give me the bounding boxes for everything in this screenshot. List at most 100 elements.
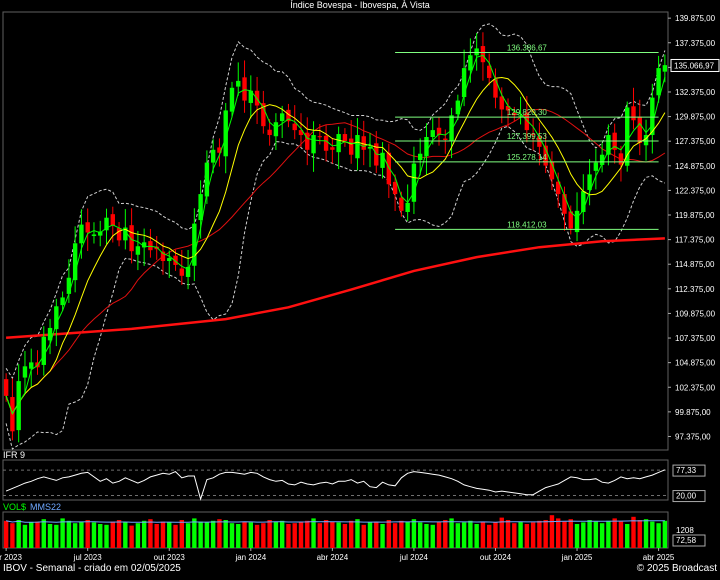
x-tick-label: abr 2025 — [643, 553, 675, 562]
volume-bar — [355, 519, 360, 548]
candle-body — [505, 105, 511, 111]
volume-bar — [549, 515, 555, 548]
mms3-line — [5, 54, 666, 415]
candle-body — [16, 381, 21, 431]
volume-bar — [41, 519, 46, 548]
y-tick-label: 127.375,00 — [675, 137, 716, 146]
candle-body — [637, 116, 642, 143]
volume-bar — [455, 523, 461, 548]
ifr-reference-box — [672, 490, 706, 503]
candle-body — [311, 135, 316, 154]
candle-body — [355, 135, 360, 159]
ifr-plot-area — [2, 459, 669, 501]
candle-body — [361, 136, 366, 150]
volume-bar — [54, 524, 59, 548]
candle-body — [424, 137, 429, 157]
candle-body — [3, 379, 9, 396]
candle-body — [85, 222, 90, 233]
candle-body — [179, 268, 184, 276]
candle-body — [380, 152, 385, 168]
volume-bar — [631, 516, 636, 548]
candle-body — [154, 246, 159, 250]
chart-title: Índice Bovespa - Ibovespa, À Vista — [290, 0, 429, 10]
volume-bar — [430, 524, 435, 548]
volume-bar — [47, 524, 53, 548]
volume-bar — [185, 523, 191, 548]
candle-body — [342, 134, 348, 141]
candle-body — [185, 266, 191, 277]
candle-body — [317, 136, 323, 138]
candle-body — [662, 65, 668, 72]
volume-bar — [167, 522, 172, 548]
candle-body — [72, 243, 78, 281]
volume-bar — [650, 521, 655, 548]
volume-bar — [198, 521, 203, 548]
candle-body — [618, 153, 624, 165]
volume-plot-area — [2, 511, 669, 549]
volume-bar — [556, 518, 561, 548]
candle-body — [524, 112, 530, 131]
candle-body — [436, 127, 442, 136]
fibonacci-label: 127.399,53 — [507, 132, 548, 141]
y-tick-label: 97.375,00 — [675, 432, 711, 441]
candle-body — [204, 162, 210, 197]
volume-bar — [411, 519, 417, 548]
candle-body — [91, 234, 97, 237]
x-tick-label: jul 2024 — [399, 553, 429, 562]
volume-bar — [405, 521, 410, 548]
candle-body — [41, 336, 46, 365]
candle-body — [261, 103, 266, 127]
y-tick-label: 114.875,00 — [675, 260, 715, 269]
volume-bar — [16, 520, 21, 548]
volume-bar — [160, 521, 166, 548]
fibonacci-label: 129.820,30 — [507, 108, 548, 117]
volume-bar — [116, 520, 122, 548]
candle-body — [98, 231, 103, 236]
volume-bar — [399, 520, 404, 548]
mms8-line — [5, 76, 666, 415]
candle-body — [110, 214, 115, 226]
volume-bar — [562, 521, 567, 548]
volume-bar — [79, 521, 84, 548]
candle-body — [643, 135, 649, 146]
candle-body — [267, 129, 272, 136]
volume-bar — [154, 524, 159, 548]
volume-bar — [606, 520, 611, 548]
candle-body — [487, 65, 492, 78]
candle-body — [443, 138, 448, 140]
mms20-line — [5, 108, 666, 415]
volume-bar — [499, 517, 504, 548]
y-tick-label: 102.375,00 — [675, 383, 716, 392]
volume-bar — [261, 523, 266, 548]
fibonacci-label: 125.278,14 — [507, 153, 548, 162]
candle-body — [79, 224, 84, 244]
volume-bar — [342, 524, 348, 548]
x-tick-label: abr 2024 — [317, 553, 349, 562]
candle-body — [587, 174, 592, 190]
y-tick-label: 129.875,00 — [675, 113, 716, 122]
candle-body — [631, 106, 636, 121]
volume-bar — [60, 518, 65, 548]
ifr-reference-label: 20,00 — [676, 492, 697, 501]
volume-bar — [662, 520, 668, 548]
candle-body — [562, 194, 567, 214]
candle-body — [229, 87, 235, 112]
candle-body — [399, 197, 404, 211]
volume-bar — [123, 522, 128, 548]
candle-body — [217, 147, 222, 153]
volume-bar — [474, 524, 479, 548]
candle-body — [305, 132, 310, 150]
candle-body — [298, 130, 304, 136]
volume-bar — [254, 524, 260, 548]
candle-body — [141, 242, 147, 248]
volume-bar — [530, 522, 536, 548]
candle-body — [518, 115, 523, 117]
volume-bar — [568, 519, 573, 548]
volume-bar — [656, 523, 661, 548]
candle-body — [461, 68, 467, 98]
volume-bar — [336, 522, 341, 548]
volume-bar — [135, 523, 141, 548]
candle-body — [330, 147, 335, 150]
candle-body — [537, 136, 542, 147]
